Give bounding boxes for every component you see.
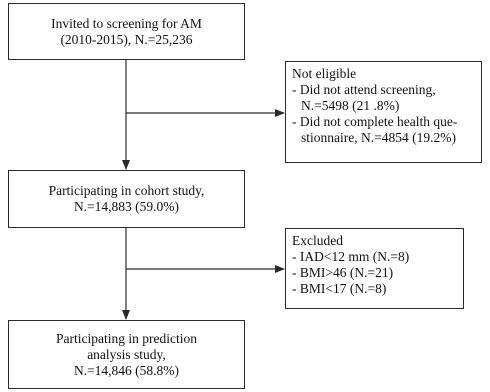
excluded-item-3: - BMI<17 (N.=8) xyxy=(292,281,387,296)
cohort-line-1: Participating in cohort study, xyxy=(48,183,205,198)
prediction-line-2: analysis study, xyxy=(87,346,166,362)
not-eligible-item-1-line-1: - Did not attend screening, xyxy=(292,82,436,97)
prediction-line-1: Participating in prediction xyxy=(56,330,197,346)
invited-box: Invited to screening for AM (2010-2015),… xyxy=(8,3,245,60)
not-eligible-title: Not eligible xyxy=(292,66,357,81)
prediction-box: Participating in prediction analysis stu… xyxy=(8,320,245,389)
prediction-line-3: N.=14,846 (58.8%) xyxy=(73,362,180,378)
not-eligible-item-2-line-2: stionnaire, N.=4854 (19.2%) xyxy=(301,130,456,145)
invited-line-2: (2010-2015), N.=25,236 xyxy=(60,31,193,47)
invited-line-1: Invited to screening for AM xyxy=(51,15,202,31)
not-eligible-box: Not eligible - Did not attend screening,… xyxy=(285,61,482,163)
cohort-line-2: N.=14,883 (59.0%) xyxy=(73,199,180,214)
excluded-item-1: - IAD<12 mm (N.=8) xyxy=(292,249,410,264)
excluded-title: Excluded xyxy=(292,233,343,248)
excluded-box: Excluded - IAD<12 mm (N.=8) - BMI>46 (N.… xyxy=(285,228,464,309)
not-eligible-item-1-line-2: N.=5498 (21 .8%) xyxy=(301,98,400,113)
excluded-item-2: - BMI>46 (N.=21) xyxy=(292,265,394,280)
cohort-box: Participating in cohort study, N.=14,883… xyxy=(8,170,245,228)
not-eligible-item-2-line-1: - Did not complete health que- xyxy=(292,114,458,129)
